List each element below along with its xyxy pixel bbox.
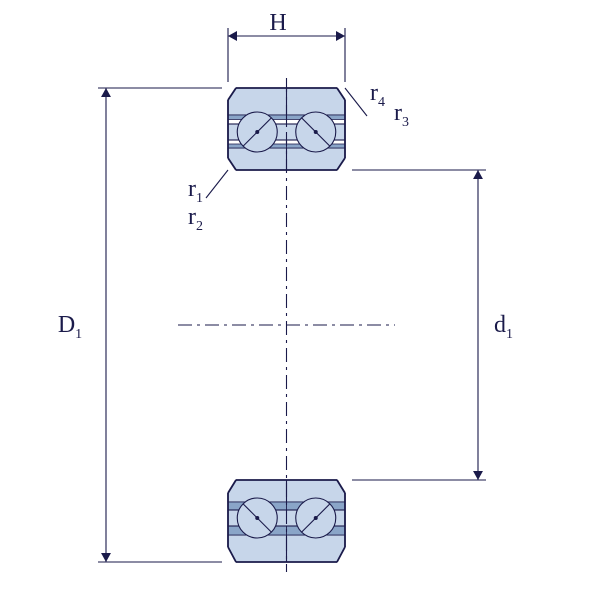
label-r3: r3	[394, 100, 409, 130]
label-d1: d1	[494, 312, 513, 342]
label-H: H	[269, 10, 286, 36]
label-r1: r1	[188, 176, 203, 206]
label-r2: r2	[188, 204, 203, 234]
label-r4: r4	[370, 80, 385, 110]
bearing-cross-section-diagram: H D1 d1 r1r2 r4 r3	[0, 0, 600, 600]
label-D1: D1	[58, 312, 82, 342]
